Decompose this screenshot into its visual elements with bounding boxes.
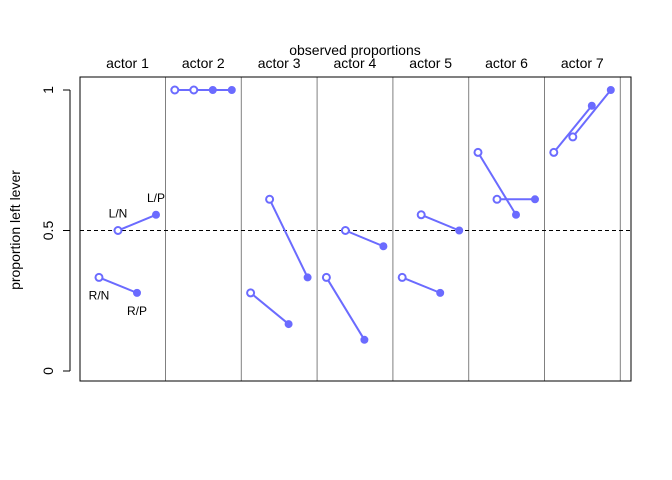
data-point-open xyxy=(473,147,483,157)
data-point-open xyxy=(321,272,331,282)
data-point-open xyxy=(265,194,275,204)
data-point-open xyxy=(246,288,256,298)
chart-title: observed proportions xyxy=(289,42,421,58)
data-point-open xyxy=(113,226,123,235)
actor-labels: actor 1 actor 2 actor 3 actor 4 actor 5 actor… xyxy=(106,55,604,71)
actor-label: actor 2 xyxy=(182,55,225,71)
panel-series xyxy=(549,86,615,157)
series-line-right xyxy=(249,292,290,325)
series-layer xyxy=(94,85,615,344)
series-line-left xyxy=(268,198,309,278)
series-line-right xyxy=(477,151,517,216)
actor-label: actor 5 xyxy=(409,55,452,71)
actor-label: actor 1 xyxy=(106,55,149,71)
data-point-filled xyxy=(455,226,464,235)
data-point-filled xyxy=(436,288,445,297)
y-tick-label: 0.5 xyxy=(40,221,56,241)
series-line-left xyxy=(572,89,612,138)
panel-series xyxy=(473,147,539,219)
y-tick-label: 0 xyxy=(40,367,56,375)
condition-label: R/P xyxy=(127,304,147,318)
panel-series xyxy=(246,194,312,329)
condition-label: R/N xyxy=(89,288,110,302)
series-line-right xyxy=(325,276,366,341)
data-point-filled xyxy=(379,242,388,251)
y-axis: 00.51 xyxy=(40,86,71,375)
data-point-open xyxy=(568,132,578,142)
actor-label: actor 4 xyxy=(333,55,376,71)
panel-series xyxy=(170,85,236,95)
data-point-filled xyxy=(587,101,596,110)
y-tick-label: 1 xyxy=(40,86,56,94)
data-point-filled xyxy=(303,273,312,282)
data-point-open xyxy=(397,272,407,282)
panel-series xyxy=(321,226,388,344)
data-point-filled xyxy=(227,86,236,94)
data-point-open xyxy=(416,210,426,220)
data-point-open xyxy=(189,85,199,95)
data-point-open xyxy=(549,147,559,157)
series-line-right xyxy=(98,276,138,294)
data-point-filled xyxy=(284,320,293,329)
data-point-filled xyxy=(606,86,615,94)
y-axis-label: proportion left lever xyxy=(7,170,23,290)
data-point-filled xyxy=(152,210,160,219)
series-line-right xyxy=(401,276,441,294)
data-point-open xyxy=(94,272,104,282)
data-point-filled xyxy=(360,335,369,344)
actor-label: actor 3 xyxy=(258,55,301,71)
condition-labels: R/N L/N R/P L/P xyxy=(89,191,165,318)
panel-series xyxy=(397,210,464,297)
series-line-left xyxy=(345,229,384,248)
series-line-right xyxy=(553,105,593,154)
series-line-left xyxy=(420,213,460,232)
panel-dividers xyxy=(165,77,621,381)
actor-label: actor 6 xyxy=(485,55,528,71)
data-point-open xyxy=(170,85,180,95)
data-point-open xyxy=(340,226,350,235)
condition-label: L/P xyxy=(147,191,165,205)
data-point-filled xyxy=(133,288,141,297)
data-point-filled xyxy=(208,86,217,94)
actor-label: actor 7 xyxy=(561,55,604,71)
data-point-filled xyxy=(512,210,520,219)
series-line-left xyxy=(117,213,157,232)
data-point-open xyxy=(492,194,502,204)
data-point-filled xyxy=(531,195,539,204)
panel-series xyxy=(94,210,160,297)
plot-box xyxy=(79,76,632,382)
condition-label: L/N xyxy=(109,207,128,221)
